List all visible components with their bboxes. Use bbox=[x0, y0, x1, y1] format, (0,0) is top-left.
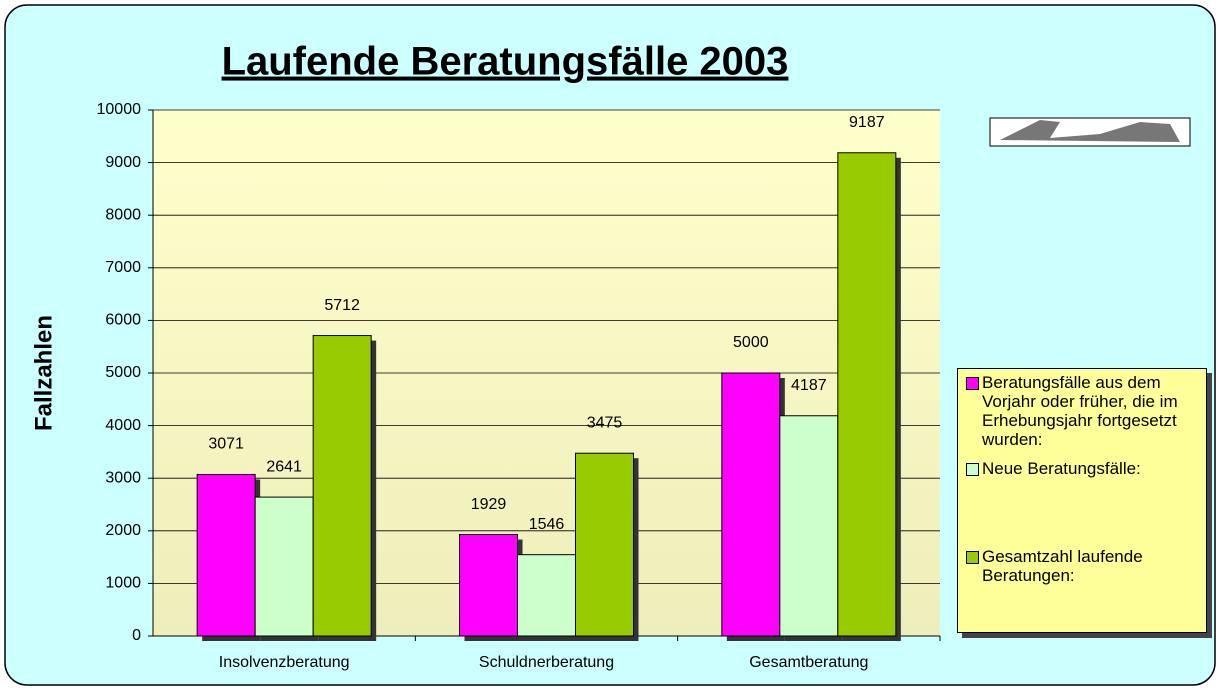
legend-item: Beratungsfälle aus dem Vorjahr oder früh… bbox=[966, 373, 1204, 449]
y-tick-label: 3000 bbox=[105, 469, 141, 486]
legend-label: Beratungsfälle aus dem Vorjahr oder früh… bbox=[982, 373, 1178, 449]
legend-item: Neue Beratungsfälle: bbox=[966, 459, 1204, 478]
data-label: 5712 bbox=[324, 297, 360, 314]
bar bbox=[721, 372, 781, 637]
y-tick-label: 0 bbox=[132, 627, 141, 644]
data-label: 9187 bbox=[849, 114, 885, 131]
y-tick-label: 2000 bbox=[105, 522, 141, 539]
legend-item: Gesamtzahl laufende Beratungen: bbox=[966, 547, 1204, 585]
data-label: 5000 bbox=[733, 334, 769, 351]
icon bbox=[989, 117, 1191, 147]
legend-label: Gesamtzahl laufende Beratungen: bbox=[982, 547, 1143, 585]
legend-swatch bbox=[966, 551, 979, 564]
y-tick-label: 6000 bbox=[105, 312, 141, 329]
data-label: 3071 bbox=[208, 436, 244, 453]
y-axis-label: Fallzahlen bbox=[30, 315, 57, 431]
chart-title: Laufende Beratungsfälle 2003 bbox=[222, 40, 789, 84]
bar bbox=[779, 415, 839, 637]
y-tick-label: 10000 bbox=[97, 101, 142, 118]
bar bbox=[196, 473, 256, 637]
bar bbox=[254, 496, 314, 637]
legend-label: Neue Beratungsfälle: bbox=[982, 459, 1141, 478]
bar bbox=[837, 152, 897, 637]
data-label: 1929 bbox=[471, 496, 507, 513]
data-label: 1546 bbox=[529, 516, 565, 533]
y-tick-label: 9000 bbox=[105, 154, 141, 171]
bar bbox=[459, 534, 518, 637]
bar bbox=[517, 554, 576, 637]
legend-swatch bbox=[966, 463, 979, 476]
data-label: 4187 bbox=[791, 377, 827, 394]
y-tick-label: 5000 bbox=[105, 364, 141, 381]
y-tick-label: 1000 bbox=[105, 575, 141, 592]
y-tick-label: 4000 bbox=[105, 417, 141, 434]
legend-swatch bbox=[966, 377, 979, 390]
data-label: 2641 bbox=[266, 458, 302, 475]
x-tick-label: Schuldnerberatung bbox=[479, 654, 614, 671]
x-tick-label: Insolvenzberatung bbox=[219, 654, 350, 671]
data-label: 3475 bbox=[587, 414, 623, 431]
legend: Beratungsfälle aus dem Vorjahr oder früh… bbox=[957, 368, 1207, 633]
bar bbox=[312, 335, 372, 637]
y-tick-label: 8000 bbox=[105, 206, 141, 223]
bar bbox=[575, 452, 634, 637]
y-tick-label: 7000 bbox=[105, 259, 141, 276]
x-tick-label: Gesamtberatung bbox=[749, 654, 868, 671]
